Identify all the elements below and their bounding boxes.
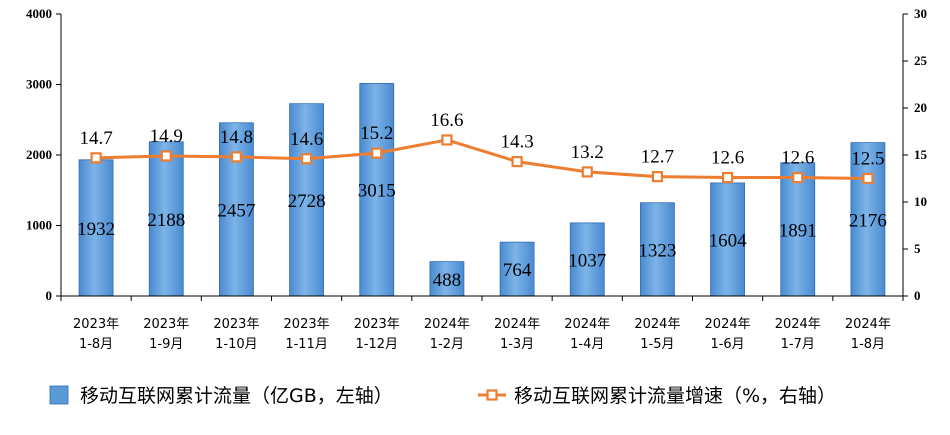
bar-value-label: 2188 (147, 210, 185, 231)
line-value-label: 15.2 (360, 123, 393, 144)
x-tick-label: 2023年 (73, 317, 119, 332)
bar-value-label: 1891 (779, 220, 817, 241)
bar (710, 182, 745, 297)
line-value-label: 14.3 (500, 132, 533, 153)
line-point (511, 155, 523, 168)
x-tick-label: 2024年 (845, 317, 891, 332)
legend-bar-swatch (49, 385, 69, 405)
x-tick-label: 2024年 (494, 317, 540, 332)
x-tick-label: 1-3月 (500, 337, 534, 352)
bar-value-label: 488 (433, 270, 462, 291)
line-value-label: 14.6 (290, 129, 323, 150)
bar (78, 159, 114, 297)
x-tick-label: 2023年 (143, 317, 189, 332)
x-tick-label: 1-2月 (430, 337, 464, 352)
line-point (862, 172, 874, 185)
line-value-label: 14.9 (150, 126, 183, 147)
line-series (90, 134, 874, 185)
bar-value-label: 3015 (358, 181, 396, 202)
x-tick-label: 2023年 (354, 317, 400, 332)
bar-value-label: 1604 (709, 230, 748, 251)
x-tick-label: 2024年 (564, 317, 610, 332)
x-tick-label: 1-6月 (710, 337, 744, 352)
x-tick-label: 2023年 (284, 317, 330, 332)
line-point (581, 166, 593, 178)
x-tick-label: 1-9月 (149, 337, 183, 352)
x-tick-label: 2024年 (705, 317, 751, 332)
line-point (230, 151, 243, 163)
axes: 0 1000 2000 3000 4000 0 5 10 15 20 25 30 2023年 1-8月 20… (26, 6, 928, 352)
line-value-label: 12.6 (711, 148, 744, 169)
line-value-label: 12.5 (851, 149, 884, 170)
y-right-tick-label: 5 (914, 241, 921, 256)
line-point (371, 147, 383, 159)
bar-value-label: 1037 (568, 250, 606, 271)
growth-line (96, 138, 868, 180)
x-tick-label: 1-8月 (79, 337, 113, 352)
x-tick-label: 2024年 (775, 317, 821, 332)
y-left-tick-label: 1000 (26, 218, 52, 233)
bar-value-label: 2728 (288, 191, 326, 212)
bar (148, 141, 184, 297)
legend-line-label: 移动互联网累计流量增速（%，右轴） (514, 385, 836, 407)
bar-series (78, 83, 886, 297)
y-right-tick-label: 10 (914, 194, 927, 209)
x-tick-label: 1-7月 (781, 337, 815, 352)
x-tick-label: 1-11月 (285, 337, 328, 352)
bar (569, 222, 605, 297)
legend: 移动互联网累计流量（亿GB，左轴） 移动互联网累计流量增速（%，右轴） (49, 385, 836, 407)
x-tick-label: 1-4月 (570, 337, 604, 352)
y-right-tick-label: 25 (914, 53, 928, 68)
y-left-tick-label: 2000 (26, 147, 52, 162)
y-right-tick-label: 30 (914, 6, 927, 21)
line-value-label: 12.6 (781, 148, 814, 169)
y-left-tick-label: 0 (46, 288, 53, 303)
line-point (651, 171, 664, 183)
x-tick-label: 1-12月 (355, 337, 398, 352)
bar (359, 83, 395, 297)
line-point (300, 153, 313, 165)
bar-value-label: 1932 (77, 219, 115, 240)
y-left-tick-label: 3000 (26, 77, 52, 92)
y-left-tick-label: 4000 (26, 6, 52, 21)
line-point (441, 134, 453, 146)
line-point (792, 171, 804, 184)
bar (850, 142, 886, 297)
x-tick-label: 1-5月 (640, 337, 674, 352)
x-tick-label: 1-8月 (851, 337, 885, 352)
data-labels: 1932 2188 2457 2728 3015 488 764 1037 1323 1604 18… (77, 110, 887, 291)
y-right-tick-label: 15 (914, 147, 928, 162)
line-point (721, 171, 734, 184)
bar (780, 162, 816, 297)
bar-value-label: 1323 (638, 240, 676, 261)
x-tick-label: 2024年 (634, 317, 680, 332)
y-right-tick-label: 0 (914, 288, 921, 303)
x-tick-label: 2023年 (213, 317, 259, 332)
legend-line-marker (486, 389, 498, 401)
bar-value-label: 764 (503, 260, 532, 281)
line-point (160, 150, 172, 162)
bar (429, 261, 465, 297)
bar (289, 103, 324, 297)
bar-value-label: 2176 (849, 210, 887, 231)
line-point (90, 152, 102, 164)
line-value-label: 13.2 (571, 142, 604, 163)
bar-value-label: 2457 (217, 200, 255, 221)
y-right-tick-label: 20 (914, 100, 927, 115)
x-tick-label: 1-10月 (215, 337, 258, 352)
line-value-label: 16.6 (430, 110, 463, 131)
line-value-label: 14.8 (220, 127, 253, 148)
line-value-label: 14.7 (79, 128, 112, 149)
line-value-label: 12.7 (641, 147, 674, 168)
legend-bar-label: 移动互联网累计流量（亿GB，左轴） (80, 385, 393, 407)
x-tick-label: 2024年 (424, 317, 470, 332)
